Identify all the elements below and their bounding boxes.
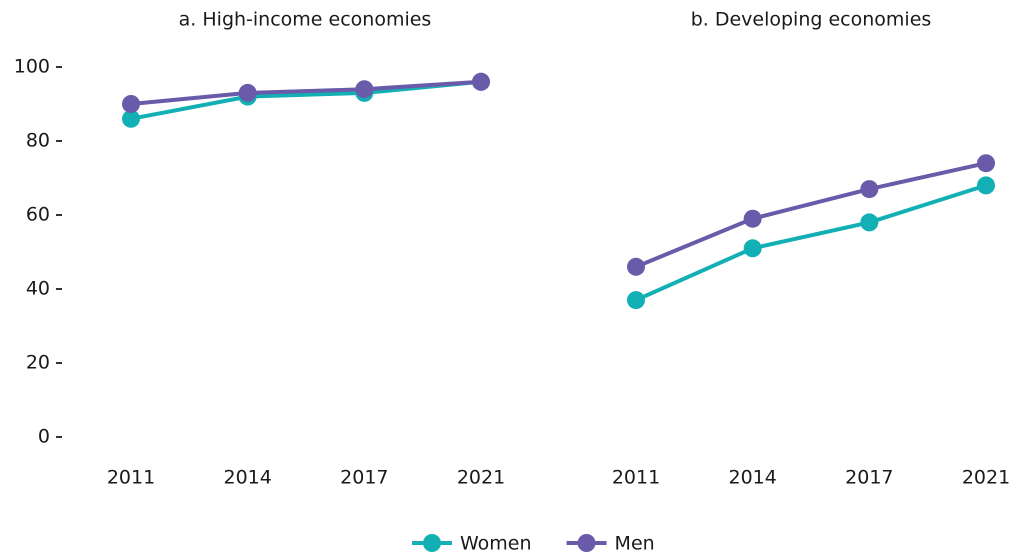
data-point — [743, 239, 762, 258]
x-tick-label: 2017 — [845, 467, 893, 489]
data-point — [627, 257, 645, 276]
y-tick-label: 100 — [14, 56, 50, 78]
data-point — [472, 72, 490, 91]
data-point — [860, 180, 879, 199]
data-point — [627, 291, 645, 310]
legend-label: Women — [460, 533, 532, 555]
y-tick-label: 80 — [26, 130, 50, 152]
data-point — [122, 95, 140, 113]
data-point — [860, 213, 879, 232]
legend-label: Men — [615, 533, 655, 555]
x-tick-label: 2011 — [612, 467, 660, 489]
y-tick-label: 20 — [26, 352, 50, 374]
data-point — [977, 176, 995, 195]
series-line — [635, 161, 987, 269]
legend-swatch — [577, 534, 596, 552]
x-tick-label: 2014 — [223, 467, 271, 489]
x-tick-label: 2011 — [107, 467, 155, 489]
x-tick-label: 2014 — [728, 467, 776, 489]
data-point — [238, 83, 257, 102]
y-tick-label: 60 — [26, 204, 50, 226]
data-point — [122, 109, 140, 128]
data-point — [743, 209, 762, 228]
x-tick-label: 2021 — [962, 467, 1010, 489]
legend-swatch — [423, 534, 441, 552]
y-tick-label: 40 — [26, 278, 50, 300]
x-tick-label: 2017 — [340, 467, 388, 489]
panel-title: b. Developing economies — [691, 9, 932, 31]
series-line — [130, 79, 482, 106]
panel-title: a. High-income economies — [179, 9, 432, 31]
x-tick-label: 2021 — [457, 467, 505, 489]
series-line — [635, 183, 987, 302]
y-tick-label: 0 — [38, 426, 50, 448]
data-point — [977, 154, 995, 173]
data-point — [355, 80, 374, 99]
